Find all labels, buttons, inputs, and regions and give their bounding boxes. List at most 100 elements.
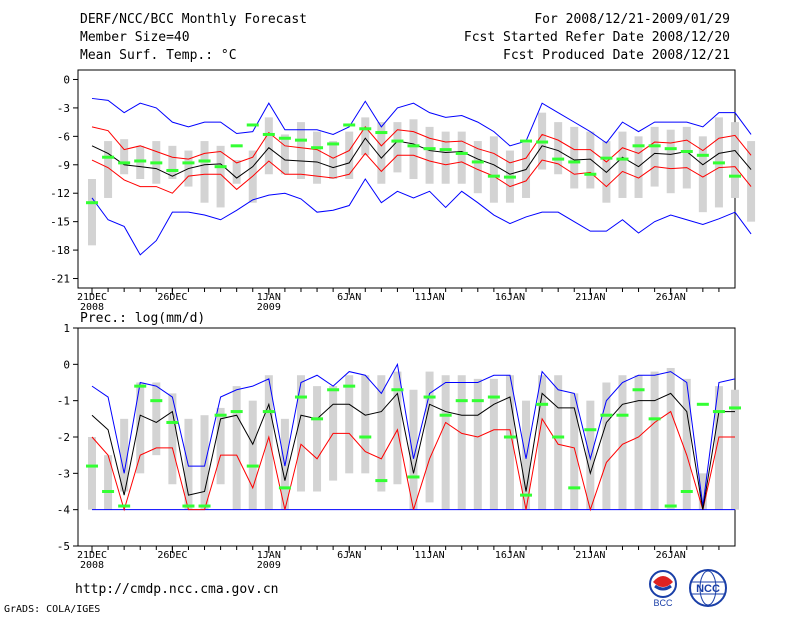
observation-marker: [632, 388, 645, 392]
observation-marker: [391, 388, 404, 392]
observation-marker: [696, 153, 709, 157]
observation-marker: [311, 146, 324, 150]
member-size: Member Size=40: [80, 30, 190, 45]
observation-marker: [536, 402, 549, 406]
observation-marker: [487, 395, 500, 399]
ensemble-box: [505, 375, 514, 510]
ensemble-box: [586, 400, 595, 510]
observation-marker: [439, 413, 452, 417]
observation-marker: [471, 160, 484, 164]
x-tick-label: 21DEC: [77, 292, 107, 303]
series-max-line: [91, 97, 752, 147]
ensemble-box: [538, 375, 547, 510]
ensemble-box: [731, 389, 739, 510]
ensemble-box: [296, 122, 305, 179]
observation-marker: [359, 435, 372, 439]
series-mean-line: [91, 137, 752, 179]
grads-credit: GrADS: COLA/IGES: [4, 604, 101, 615]
observation-marker: [664, 147, 677, 151]
observation-marker: [487, 174, 500, 178]
series-max-line: [91, 362, 736, 507]
ensemble-box: [602, 382, 611, 510]
observation-marker: [214, 165, 227, 169]
x-tick-label: 11JAN: [415, 292, 445, 303]
ensemble-box: [489, 136, 498, 203]
observation-marker: [166, 168, 179, 172]
x-tick-label: 16JAN: [495, 292, 525, 303]
observation-marker: [503, 175, 516, 179]
footer-url[interactable]: http://cmdp.ncc.cma.gov.cn: [75, 582, 279, 597]
observation-marker: [680, 490, 693, 493]
ensemble-box: [216, 145, 225, 208]
forecast-produced: Fcst Produced Date 2008/12/21: [503, 48, 730, 63]
observation-marker: [696, 402, 709, 406]
y-tick-label: -21: [50, 273, 70, 286]
observation-marker: [455, 399, 468, 403]
x-tick-label: 21JAN: [575, 550, 605, 561]
y-tick-label: -4: [57, 504, 71, 517]
observation-marker: [616, 413, 629, 417]
observation-marker: [455, 151, 468, 155]
observation-marker: [520, 493, 533, 497]
forecast-started: Fcst Started Refer Date 2008/12/20: [463, 30, 730, 45]
chart-title: DERF/NCC/BCC Monthly Forecast: [80, 12, 307, 27]
y-tick-label: -2: [57, 431, 70, 444]
observation-marker: [552, 435, 565, 439]
observation-marker: [102, 490, 115, 493]
observation-marker: [118, 504, 131, 508]
observation-marker: [503, 435, 516, 439]
ensemble-box: [377, 122, 386, 184]
series-upper-line: [91, 126, 752, 164]
series-mean-line: [91, 392, 735, 510]
ensemble-box: [650, 371, 659, 510]
ensemble-box: [409, 119, 418, 179]
ncc-logo: NCC: [689, 569, 727, 607]
observation-marker: [246, 464, 259, 468]
ensemble-box: [409, 389, 418, 510]
ensemble-box: [666, 129, 675, 194]
observation-marker: [648, 417, 661, 421]
observation-marker: [729, 406, 741, 410]
x-tick-label: 6JAN: [337, 550, 361, 561]
ensemble-box: [377, 375, 386, 492]
x-tick-label: 26DEC: [157, 292, 187, 303]
ensemble-box: [731, 122, 739, 198]
observation-marker: [343, 123, 356, 127]
observation-marker: [327, 142, 340, 146]
observation-marker: [568, 486, 581, 490]
ensemble-box: [747, 141, 756, 222]
ensemble-box: [264, 117, 273, 175]
precip-title: Prec.: log(mm/d): [80, 311, 205, 326]
observation-marker: [729, 174, 741, 178]
ensemble-box: [361, 375, 370, 474]
ensemble-box: [88, 179, 96, 246]
ensemble-box: [618, 375, 627, 510]
observation-marker: [262, 410, 275, 414]
y-tick-label: 0: [63, 358, 70, 371]
observation-marker: [407, 475, 420, 479]
y-tick-label: 1: [63, 322, 70, 335]
observation-marker: [423, 395, 436, 399]
observation-marker: [712, 161, 725, 165]
ensemble-box: [232, 386, 241, 510]
series-lower-line: [91, 152, 752, 194]
observation-marker: [230, 144, 243, 148]
observation-marker: [182, 504, 195, 508]
observation-marker: [311, 417, 324, 421]
y-tick-label: -5: [57, 540, 70, 553]
ensemble-box: [682, 378, 691, 510]
ensemble-box: [104, 455, 113, 510]
ensemble-box: [634, 375, 643, 510]
ensemble-box: [473, 378, 482, 510]
observation-marker: [198, 504, 211, 508]
ensemble-box: [168, 145, 177, 179]
observation-marker: [134, 384, 147, 388]
ensemble-box: [441, 375, 450, 510]
ensemble-box: [88, 437, 96, 510]
ensemble-box: [522, 142, 531, 198]
x-tick-label: 11JAN: [415, 550, 445, 561]
observation-marker: [359, 127, 372, 131]
observation-marker: [246, 123, 259, 127]
observation-marker: [632, 144, 645, 148]
